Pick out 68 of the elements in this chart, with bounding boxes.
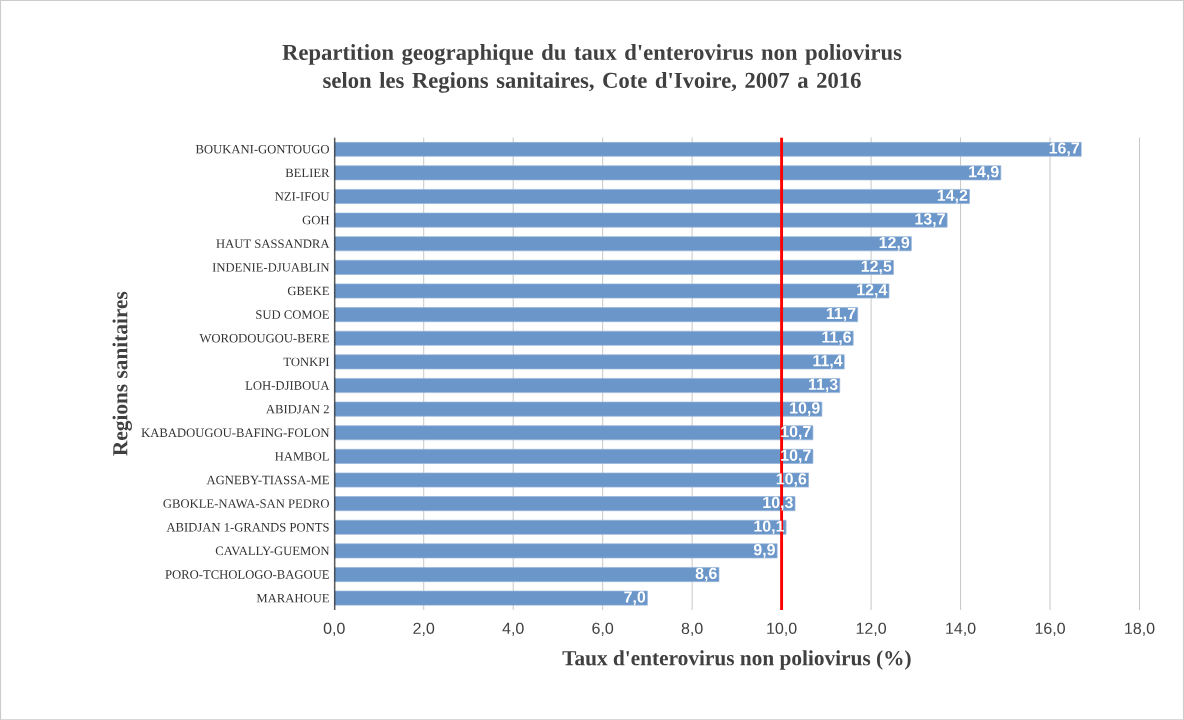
y-axis-title: Regions sanitaires	[112, 291, 132, 456]
bar	[334, 212, 948, 228]
x-tick-label: 0,0	[323, 622, 345, 636]
x-tick-label: 10,0	[767, 622, 797, 636]
x-axis-title: Taux d'enterovirus non poliovirus (%)	[562, 650, 911, 670]
bar	[334, 566, 720, 582]
y-tick-label: HAUT SASSANDRA	[216, 239, 330, 248]
y-tick-label: MARAHOUE	[256, 593, 329, 603]
data-label: 11,3	[808, 378, 838, 393]
bar	[334, 330, 854, 346]
y-tick-label: TONKPI	[283, 357, 330, 366]
data-label: 13,7	[915, 213, 945, 227]
bar	[334, 425, 814, 440]
bar	[334, 306, 858, 322]
data-label: 12,9	[879, 236, 910, 251]
y-tick-label: ABIDJAN 2	[266, 404, 329, 414]
y-tick-label: HAMBOL	[275, 451, 329, 461]
data-label: 11,7	[826, 307, 856, 322]
x-tick-label: 8,0	[681, 622, 703, 636]
data-label: 14,2	[937, 189, 968, 204]
x-tick-label: 16,0	[1035, 622, 1065, 636]
data-label: 11,4	[813, 354, 843, 369]
bar	[334, 543, 778, 559]
x-tick-label: 14,0	[946, 622, 976, 636]
data-label: 12,5	[861, 260, 892, 274]
bar	[334, 496, 796, 511]
data-label: 10,9	[790, 402, 820, 416]
data-label: 16,7	[1049, 142, 1080, 156]
bar	[334, 354, 845, 370]
y-tick-label: SUD COMOE	[256, 310, 329, 319]
y-tick-label: PORO-TCHOLOGO-BAGOUE	[165, 570, 329, 579]
bar	[334, 377, 841, 393]
bar	[334, 259, 894, 275]
bar	[334, 472, 809, 488]
x-tick-label: 4,0	[502, 622, 524, 636]
y-tick-label: KABADOUGOU-BAFING-FOLON	[141, 428, 330, 437]
data-label: 12,4	[857, 283, 888, 298]
data-label: 9,9	[753, 543, 775, 558]
x-tick-label: 6,0	[592, 622, 614, 636]
y-tick-label: LOH-DJIBOUA	[245, 381, 330, 390]
y-tick-label: ABIDJAN 1-GRANDS PONTS	[166, 522, 329, 532]
y-tick-label: GOH	[302, 215, 330, 225]
data-label: 7,0	[624, 591, 646, 605]
data-label: 11,6	[822, 331, 852, 345]
y-tick-label: WORODOUGOU-BERE	[199, 333, 329, 343]
y-tick-label: NZI-IFOU	[275, 192, 330, 201]
bar	[334, 188, 970, 204]
y-tick-label: AGNEBY-TIASSA-ME	[206, 475, 329, 485]
y-tick-label: CAVALLY-GUEMON	[215, 546, 330, 555]
bar	[334, 448, 814, 464]
y-tick-label: GBOKLE-NAWA-SAN PEDRO	[163, 499, 329, 508]
bar	[334, 165, 1002, 181]
bar	[334, 236, 912, 251]
x-tick-label: 2,0	[413, 622, 435, 636]
bar	[334, 590, 648, 606]
bar	[334, 283, 890, 299]
x-tick-label: 18,0	[1125, 622, 1155, 636]
y-tick-label: GBEKE	[287, 286, 329, 296]
bar	[334, 519, 787, 535]
y-tick-label: INDENIE-DJUABLIN	[212, 262, 330, 272]
bar	[334, 401, 823, 417]
chart-title: Repartition geographique du taux d'enterovirus non poliovirus selon les Regions sanitaires, Cote d'Ivoire, 2007 a 2016	[282, 43, 902, 93]
x-tick-label: 12,0	[856, 622, 887, 636]
y-tick-label: BOUKANI-GONTOUGO	[195, 144, 329, 154]
y-tick-label: BELIER	[285, 168, 330, 177]
bar	[334, 141, 1082, 157]
data-label: 14,9	[969, 165, 999, 180]
data-label: 8,6	[695, 567, 717, 582]
